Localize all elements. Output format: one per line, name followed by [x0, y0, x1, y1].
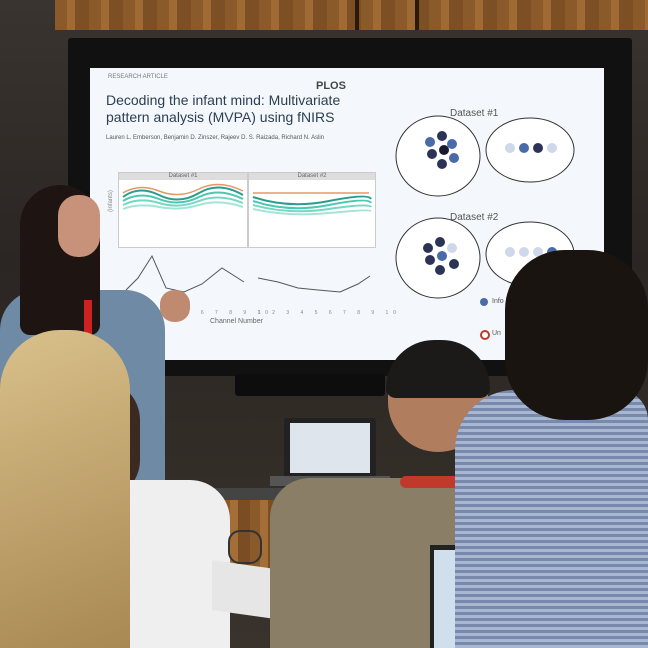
- legend-dot-uninformative: [480, 330, 490, 340]
- red-collar: [400, 476, 468, 488]
- line-plots: [125, 254, 371, 293]
- legend-uninformative-label: Un: [492, 330, 501, 337]
- plot-2-waves: [252, 192, 372, 216]
- heatmap-plot-1: Dataset #1: [118, 172, 248, 248]
- x-ticks-2: 1 2 3 4 5 6 7 8 9 10: [258, 310, 402, 316]
- soundbar: [235, 374, 385, 396]
- channel-dots-2: [423, 237, 557, 275]
- dataset-1-label: Dataset #1: [450, 108, 499, 119]
- wood-wall-panel: [55, 0, 648, 30]
- eyeglasses: [228, 530, 262, 564]
- x-axis-title: Channel Number: [210, 318, 263, 325]
- plos-logo: PLOS: [316, 80, 346, 92]
- red-lanyard: [84, 300, 92, 360]
- slide-authors: Lauren L. Emberson, Benjamin D. Zinszer,…: [106, 135, 325, 141]
- presenter-hand: [160, 290, 190, 322]
- plot-2-title: Dataset #2: [249, 173, 375, 180]
- plot-1-waves: [122, 183, 244, 210]
- slide-title: Decoding the infant mind: Multivariate p…: [106, 92, 341, 125]
- attendee-checked-shirt: [455, 390, 648, 648]
- legend-dot-info: [480, 298, 488, 306]
- plot-1-title: Dataset #1: [119, 173, 247, 180]
- heatmap-plot-2: Dataset #2: [248, 172, 376, 248]
- y-axis-label: (infants): [107, 190, 114, 212]
- attendee-curly-hair: [505, 250, 648, 420]
- article-tag: RESEARCH ARTICLE: [108, 74, 168, 80]
- presenter-face: [58, 195, 100, 257]
- x-ticks-1: 1 2 3 4 5 6 7 8 9 10: [130, 310, 274, 316]
- presenter-laptop-screen: [290, 423, 370, 473]
- head-diagrams: [395, 115, 575, 299]
- dataset-2-label: Dataset #2: [450, 212, 499, 223]
- attendee-blonde-hair: [0, 330, 130, 648]
- attendee-laptop-screen: [434, 550, 456, 648]
- channel-dots-1: [425, 131, 557, 169]
